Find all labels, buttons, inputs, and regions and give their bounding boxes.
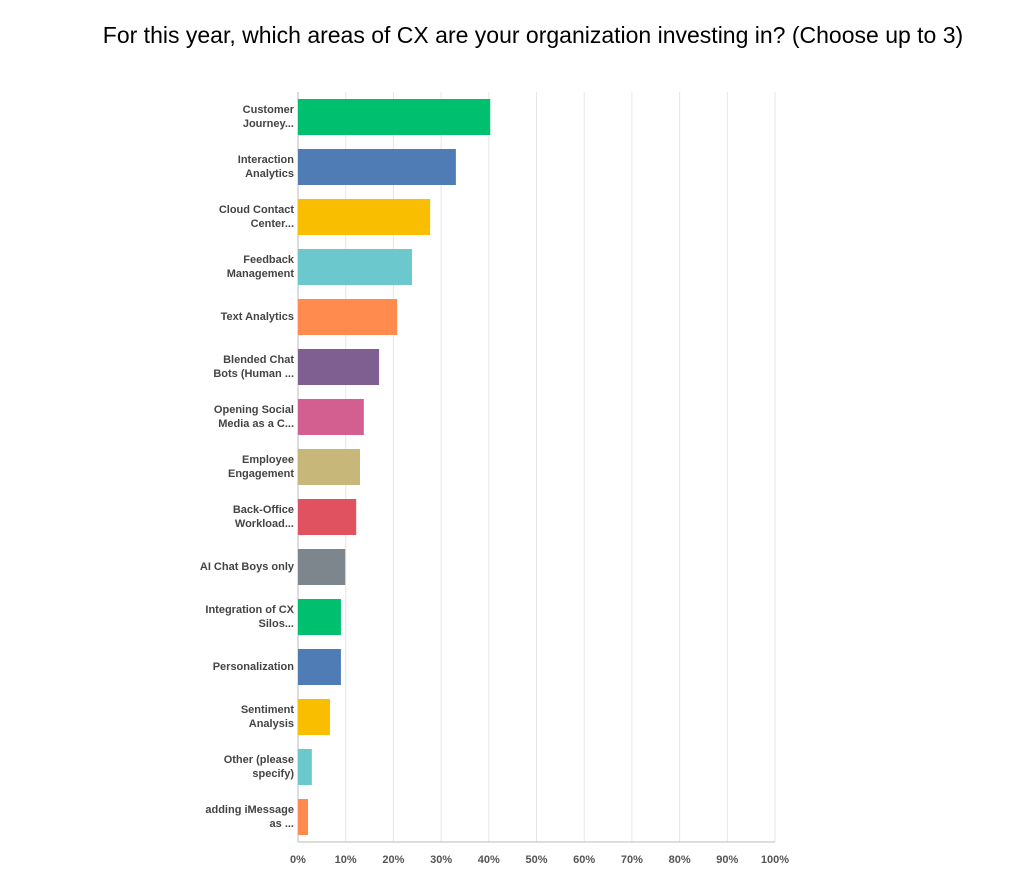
category-label: Interaction Analytics xyxy=(237,154,294,180)
category-label: Other (please specify) xyxy=(223,754,294,780)
bar xyxy=(298,449,361,485)
x-tick-label: 50% xyxy=(525,854,547,866)
bar xyxy=(298,599,341,635)
bar xyxy=(298,649,341,685)
x-tick-label: 80% xyxy=(669,854,691,866)
bar xyxy=(298,249,413,285)
bar xyxy=(298,349,380,385)
category-label: Text Analytics xyxy=(220,311,294,323)
bar xyxy=(298,99,491,135)
x-tick-label: 60% xyxy=(573,854,595,866)
category-label: Blended Chat Bots (Human ... xyxy=(213,354,294,380)
category-label: adding iMessage as ... xyxy=(205,804,294,830)
x-tick-label: 100% xyxy=(761,854,789,866)
category-label: AI Chat Boys only xyxy=(199,561,294,573)
category-label: Customer Journey... xyxy=(242,104,294,130)
x-tick-label: 90% xyxy=(716,854,738,866)
category-label: Sentiment Analysis xyxy=(240,704,294,730)
bar xyxy=(298,149,456,185)
x-tick-label: 10% xyxy=(335,854,357,866)
x-tick-label: 70% xyxy=(621,854,643,866)
bar xyxy=(298,199,431,235)
bar xyxy=(298,299,398,335)
category-label: Cloud Contact Center... xyxy=(218,204,294,230)
x-tick-label: 20% xyxy=(382,854,404,866)
bar xyxy=(298,699,330,735)
chart-title: For this year, which areas of CX are you… xyxy=(102,22,964,48)
x-tick-label: 40% xyxy=(478,854,500,866)
category-label: Opening Social Media as a C... xyxy=(213,404,294,430)
x-tick-label: 30% xyxy=(430,854,452,866)
x-tick-label: 0% xyxy=(290,854,306,866)
category-label: Integration of CX Silos... xyxy=(205,604,294,630)
bar xyxy=(298,399,364,435)
category-label: Feedback Management xyxy=(226,254,294,280)
bar xyxy=(298,499,357,535)
bar xyxy=(298,549,346,585)
category-label: Back-Office Workload... xyxy=(232,504,294,530)
category-label: Employee Engagement xyxy=(227,454,294,480)
bar xyxy=(298,799,309,835)
bar xyxy=(298,749,312,785)
category-label: Personalization xyxy=(212,661,294,673)
